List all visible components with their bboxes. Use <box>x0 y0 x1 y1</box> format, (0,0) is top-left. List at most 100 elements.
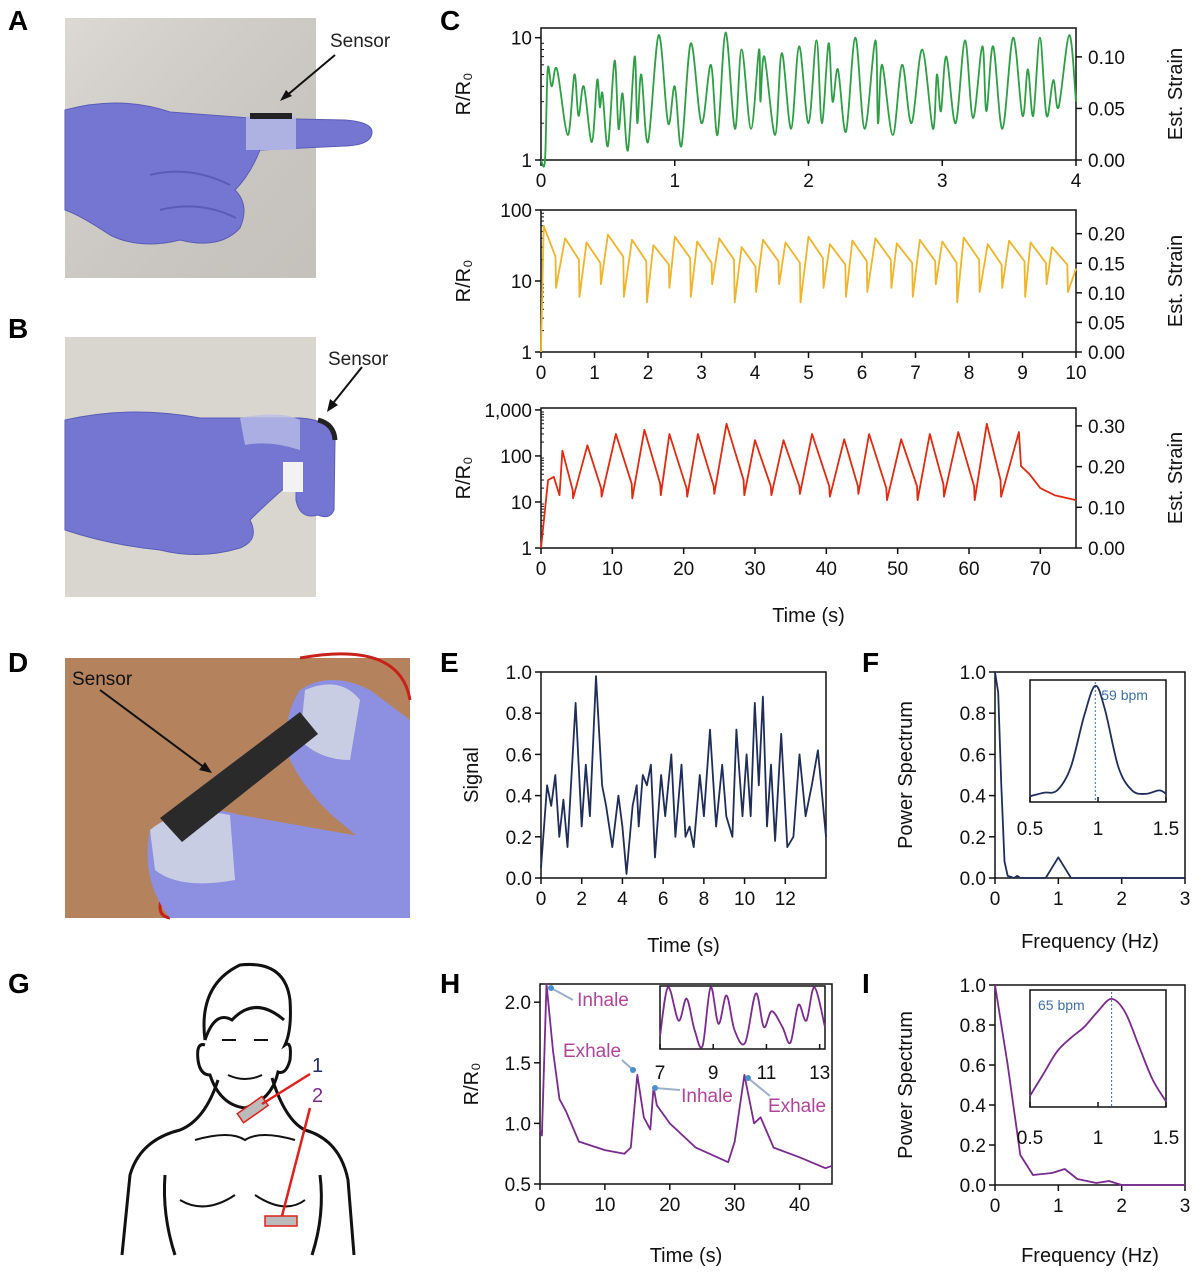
x-tick-label: 0 <box>535 1195 546 1216</box>
y-tick-label: 1.0 <box>960 976 986 997</box>
sensor-arrow-a <box>284 54 336 98</box>
y-tick-label: 0.2 <box>960 828 986 849</box>
x-tick-label: 20 <box>673 559 694 580</box>
x-tick-label: 40 <box>816 559 837 580</box>
x-tick-label: 8 <box>964 363 975 384</box>
sensor-2-label: 2 <box>312 1085 323 1107</box>
x-tick-label: 4 <box>750 363 761 384</box>
y-tick-label: 0.4 <box>960 1096 987 1117</box>
y-axis-label: R/R₀ <box>453 73 475 116</box>
annotation-arrowhead <box>630 1067 636 1073</box>
diagram-g-body-outline <box>120 962 356 1256</box>
x-axis-label: Frequency (Hz) <box>1021 1245 1159 1267</box>
sensor-1-lead-line <box>261 1072 311 1106</box>
y-tick-label: 10 <box>511 29 532 50</box>
inset-frame <box>659 985 826 1050</box>
sensor-arrow-d <box>99 689 206 769</box>
x-tick-label: 0 <box>990 889 1001 910</box>
y-tick-label: 0.0 <box>506 869 532 890</box>
y-tick-label: 0.4 <box>960 787 987 808</box>
inset-x-tick-label: 1 <box>1093 1128 1104 1149</box>
y-tick-label: 100 <box>500 201 532 222</box>
x-axis-label: Time (s) <box>772 605 845 627</box>
y-axis-label: R/R₀ <box>461 1063 483 1106</box>
inset-x-tick-label: 9 <box>708 1063 719 1084</box>
x-tick-label: 6 <box>658 889 669 910</box>
x-tick-label: 3 <box>1180 1196 1191 1217</box>
inset-series-line <box>1029 998 1167 1102</box>
x-tick-label: 2 <box>1116 1196 1127 1217</box>
x-tick-label: 10 <box>734 889 755 910</box>
inset-series-line <box>659 986 826 1049</box>
sensor-label-d: Sensor <box>72 669 133 690</box>
y2-tick-label: 0.20 <box>1088 458 1125 479</box>
y2-tick-label: 0.30 <box>1088 417 1125 438</box>
x-tick-label: 1 <box>1053 889 1064 910</box>
sensor-2-chest <box>264 1215 298 1227</box>
y-tick-label: 1 <box>521 151 532 172</box>
series-line-i <box>994 984 1185 1186</box>
inset-x-tick-label: 0.5 <box>1017 1128 1043 1149</box>
panel-letter-d: D <box>8 647 28 678</box>
inset-peak-label: 59 bpm <box>1101 687 1148 703</box>
sensor-1-label: 1 <box>312 1055 323 1077</box>
x-tick-label: 1 <box>1053 1196 1064 1217</box>
diagram-g-sensors: 1 2 <box>236 1055 323 1227</box>
inset-series-line <box>1029 684 1167 798</box>
y-tick-label: 1 <box>521 539 532 560</box>
y-tick-label: 1.0 <box>506 663 532 684</box>
plot-frame-h <box>539 983 833 1185</box>
x-tick-label: 0 <box>536 889 547 910</box>
inset-i: 0.5 1 1.5 65 bpm <box>1017 989 1179 1149</box>
inset-x-tick-label: 7 <box>655 1063 666 1084</box>
x-tick-label: 10 <box>594 1195 615 1216</box>
x-tick-label: 8 <box>699 889 710 910</box>
y2-tick-label: 0.10 <box>1088 48 1125 69</box>
y-tick-label: 2.0 <box>505 993 531 1014</box>
annotation-arrowhead <box>652 1085 658 1091</box>
y-tick-label: 0.2 <box>960 1136 986 1157</box>
panel-letter-g: G <box>8 968 30 999</box>
y-tick-label: 1.0 <box>505 1114 531 1135</box>
inset-x-tick-label: 1.5 <box>1153 819 1179 840</box>
annotation-arrowhead <box>745 1075 751 1081</box>
series-line-c1 <box>540 31 1077 168</box>
series-line-h <box>539 983 833 1170</box>
x-tick-label: 20 <box>659 1195 680 1216</box>
y-axis-label: Power Spectrum <box>895 1011 917 1159</box>
annotation-label: Exhale <box>563 1041 621 1062</box>
chart-i: 0 1 2 3 0.0 0.2 0.4 0.6 0.8 1.0 Power Spectrum Freq… <box>895 976 1190 1267</box>
y-tick-label: 0.6 <box>506 745 532 766</box>
x-tick-label: 6 <box>857 363 868 384</box>
y-tick-label: 1.5 <box>505 1054 531 1075</box>
y-tick-label: 1.0 <box>960 663 986 684</box>
annotation-label: Exhale <box>768 1096 826 1117</box>
y-tick-label: 10 <box>511 493 532 514</box>
plot-frame-i <box>994 984 1186 1186</box>
chart-e: 0 2 4 6 8 10 12 0.0 0.2 0.4 0.6 0.8 1.0 Signal Time (s… <box>461 663 827 957</box>
inset-peak-label: 65 bpm <box>1038 997 1085 1013</box>
inset-x-tick-label: 13 <box>809 1063 830 1084</box>
y-tick-label: 0.8 <box>506 704 532 725</box>
inset-frame <box>1029 679 1167 803</box>
y2-axis-label: Est. Strain <box>1165 48 1187 140</box>
series-line-e <box>540 675 827 875</box>
sensor-label-b: Sensor <box>328 349 389 370</box>
x-tick-label: 50 <box>887 559 908 580</box>
y-tick-label: 0.5 <box>505 1175 531 1196</box>
inset-f: 0.5 1 1.5 59 bpm <box>1017 679 1179 840</box>
x-tick-label: 3 <box>1180 889 1191 910</box>
y-axis-label: R/R₀ <box>453 260 475 303</box>
x-tick-label: 7 <box>910 363 921 384</box>
annotation-arrow <box>550 987 574 1001</box>
x-tick-label: 3 <box>937 171 948 192</box>
inset-x-tick-label: 1.5 <box>1153 1128 1179 1149</box>
panel-letter-e: E <box>440 647 459 678</box>
x-tick-label: 30 <box>724 1195 745 1216</box>
x-tick-label: 10 <box>1065 363 1086 384</box>
x-tick-label: 12 <box>775 889 796 910</box>
photo-b-finger-bent: Sensor <box>64 337 389 597</box>
